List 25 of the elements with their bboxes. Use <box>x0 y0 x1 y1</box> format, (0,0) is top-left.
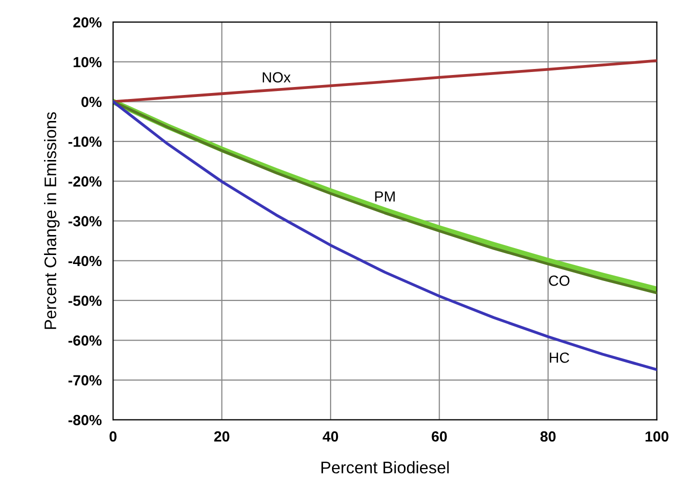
y-tick-label: 20% <box>73 17 102 28</box>
y-tick-label: -40% <box>68 256 102 266</box>
y-tick-label: -80% <box>68 414 102 426</box>
y-tick-label: -50% <box>68 296 102 306</box>
y-tick-label: -10% <box>68 136 102 147</box>
x-tick-label: 60 <box>432 431 447 442</box>
x-tick-label: 0 <box>110 431 117 442</box>
series-label: PM <box>375 191 395 202</box>
y-tick-label: 10% <box>74 56 102 68</box>
series-label: CO <box>549 276 570 286</box>
x-axis-title: Percent Biodiesel <box>321 461 449 474</box>
x-tick-label: 20 <box>214 431 230 442</box>
series-label: HC <box>550 352 570 363</box>
y-tick-label: -30% <box>68 216 102 226</box>
line-series <box>113 59 657 104</box>
series-label: NOx <box>262 72 291 83</box>
x-tick-label: 100 <box>646 431 668 442</box>
y-tick-label: -60% <box>68 335 102 346</box>
y-axis-title: Percent Change in Emissions <box>44 112 60 329</box>
x-tick-label: 40 <box>322 431 338 442</box>
y-tick-label: -20% <box>68 176 102 187</box>
y-tick-label: -70% <box>68 375 102 386</box>
x-tick-label: 80 <box>540 431 556 442</box>
y-tick-label: 0% <box>81 96 102 108</box>
line-series <box>113 100 657 372</box>
